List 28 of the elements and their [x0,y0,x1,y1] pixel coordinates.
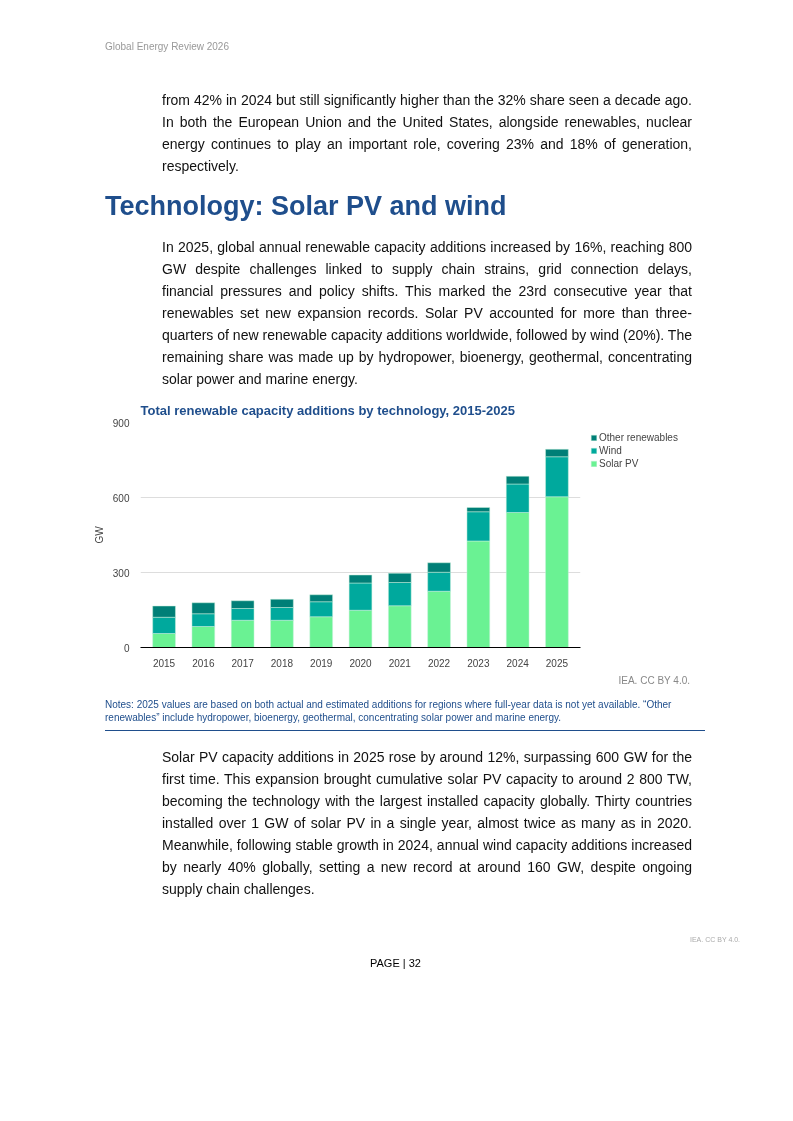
y-tick-label: 900 [112,417,130,429]
text: In 2025, global annual renewable capacity additions increased by 16%, reaching 800 GW despite challenges linked to supply chain strains, grid connection delays, financial pressures and policy shifts. This marked the 23rd consecutive year that renewables set new expansion records. Solar PV accounted for more than three-quarters of new renewable capacity additions worldwide, followed by wind (20%). The remaining share was made up by hydropower, bioenergy, geothermal, concentrating solar power and marine energy. [162,237,692,389]
y-tick-label: 600 [112,492,130,504]
x-tick-label: 2015 [152,657,176,669]
x-tick-label: 2021 [388,657,412,669]
y-tick-label: 0 [123,642,130,654]
legend-label: Solar PV [599,457,639,469]
x-tick-label: 2024 [506,657,530,669]
y-axis-title: GW [93,525,105,544]
x-tick-label: 2023 [467,657,490,669]
x-tick-label: 2016 [192,657,215,669]
x-tick-label: 2017 [231,657,255,669]
text: Technology: Solar PV and wind [105,190,507,224]
text: from 42% in 2024 but still significantly higher than the 32% share seen a decade ago. In both the European Union and the United States, alongside renewables, nuclear energy continues to play an important role, covering 23% and 18% of generation, respectively. [162,91,692,177]
x-tick-label: 2020 [349,657,373,669]
x-tick-label: 2025 [545,657,569,669]
text: Notes: 2025 values are based on both actual and estimated additions for regions where full-year data is not yet available. “Other renewables” include hydropower, bioenergy, geothermal, concentrating solar power and marine energy. [105,698,673,725]
legend-label: Wind [599,444,622,456]
text: Solar PV capacity additions in 2025 rose by around 12%, surpassing 600 GW for the first time. This expansion brought cumulative solar PV capacity to around 2 800 TW, becoming the technology with the largest installed capacity globally. Thirty countries installed over 1 GW of solar PV in a single year, almost twice as many as in 2020. Meanwhile, following stable growth in 2024, annual wind capacity additions increased by nearly 40% globally, setting a new record at around 160 GW, despite ongoing supply chain challenges. [162,748,692,900]
text: PAGE | 32 [370,956,421,972]
x-tick-label: 2022 [427,657,451,669]
chart-title: Total renewable capacity additions by technology, 2015-2025 [140,402,515,418]
y-tick-label: 300 [112,567,130,579]
text: IEA. CC BY 4.0. [618,673,690,688]
legend-label: Other renewables [599,431,678,443]
text: Global Energy Review 2026 [105,40,229,54]
x-tick-label: 2019 [310,657,333,669]
x-tick-label: 2018 [270,657,294,669]
